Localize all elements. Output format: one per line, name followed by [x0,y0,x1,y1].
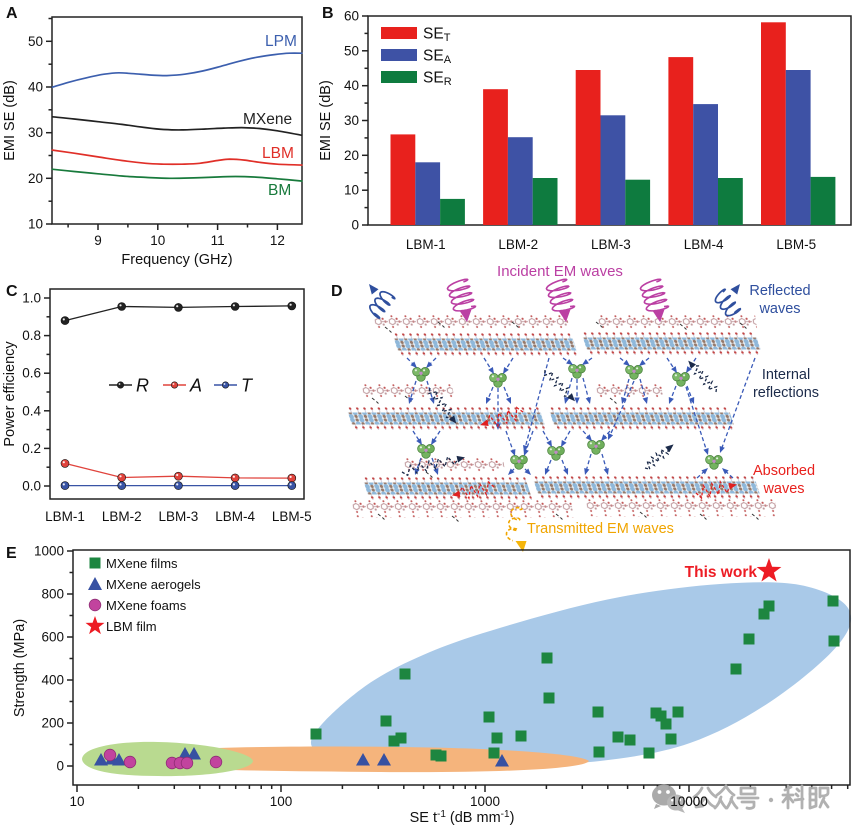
svg-text:800: 800 [41,587,64,602]
svg-text:E: E [6,545,17,562]
svg-text:D: D [331,283,343,300]
svg-text:LBM film: LBM film [106,619,157,634]
svg-text:BM: BM [268,182,291,199]
svg-text:0: 0 [56,759,64,774]
svg-text:reflections: reflections [753,385,819,401]
svg-text:0.4: 0.4 [22,403,41,418]
svg-text:1000: 1000 [34,544,64,559]
svg-text:0.8: 0.8 [22,328,41,343]
svg-text:50: 50 [344,43,359,58]
svg-text:Frequency (GHz): Frequency (GHz) [121,252,232,268]
svg-text:LBM-1: LBM-1 [406,237,446,252]
svg-text:LBM-1: LBM-1 [45,509,85,524]
svg-text:SE t-1 (dB mm-1): SE t-1 (dB mm-1) [410,809,515,826]
svg-text:LBM-2: LBM-2 [102,509,142,524]
svg-text:Transmitted EM waves: Transmitted EM waves [527,521,674,537]
svg-text:waves: waves [762,481,804,497]
svg-text:Reflected: Reflected [749,283,810,299]
svg-text:MXene films: MXene films [106,556,178,571]
svg-text:LBM-4: LBM-4 [684,237,724,252]
svg-text:A: A [6,5,18,22]
svg-text:100: 100 [270,794,293,809]
svg-text:60: 60 [344,9,359,24]
svg-text:12: 12 [270,233,285,248]
svg-text:10: 10 [344,183,359,198]
svg-text:0.6: 0.6 [22,366,41,381]
svg-text:C: C [6,283,18,300]
svg-text:40: 40 [28,80,43,95]
svg-text:400: 400 [41,673,64,688]
svg-text:10: 10 [69,794,84,809]
svg-text:Internal: Internal [762,367,810,383]
svg-text:1000: 1000 [470,794,500,809]
svg-text:LPM: LPM [265,33,297,50]
svg-text:0.2: 0.2 [22,441,41,456]
svg-text:EMI SE (dB): EMI SE (dB) [2,80,18,161]
svg-text:This work: This work [685,564,758,581]
svg-text:EMI SE (dB): EMI SE (dB) [318,80,334,161]
svg-text:10: 10 [150,233,165,248]
svg-text:10000: 10000 [670,794,708,809]
svg-text:LBM-3: LBM-3 [591,237,631,252]
svg-text:50: 50 [28,34,43,49]
svg-text:MXene foams: MXene foams [106,598,187,613]
svg-text:LBM-4: LBM-4 [215,509,255,524]
svg-text:A: A [189,376,202,396]
svg-text:LBM-3: LBM-3 [159,509,199,524]
svg-text:B: B [322,5,334,22]
svg-text:LBM-5: LBM-5 [776,237,816,252]
svg-text:11: 11 [211,233,225,248]
svg-text:9: 9 [94,233,102,248]
svg-text:LBM-2: LBM-2 [498,237,538,252]
svg-text:600: 600 [41,630,64,645]
svg-text:1.0: 1.0 [22,291,41,306]
svg-text:Incident EM waves: Incident EM waves [497,263,623,280]
svg-text:200: 200 [41,716,64,731]
svg-text:30: 30 [28,125,43,140]
svg-text:0: 0 [351,218,359,233]
svg-text:R: R [136,376,149,396]
svg-text:LBM: LBM [262,145,294,162]
svg-text:Absorbed: Absorbed [753,463,815,479]
svg-text:MXene: MXene [243,111,292,128]
svg-text:10: 10 [28,217,43,232]
svg-text:Strength (MPa): Strength (MPa) [12,619,28,717]
svg-text:waves: waves [758,301,800,317]
svg-text:T: T [241,376,254,396]
svg-text:MXene aerogels: MXene aerogels [106,577,201,592]
svg-text:LBM-5: LBM-5 [272,509,312,524]
svg-text:20: 20 [28,171,43,186]
svg-text:Power efficiency: Power efficiency [2,341,18,447]
svg-text:0.0: 0.0 [22,479,41,494]
svg-text:30: 30 [344,113,359,128]
svg-text:40: 40 [344,78,359,93]
svg-text:20: 20 [344,148,359,163]
